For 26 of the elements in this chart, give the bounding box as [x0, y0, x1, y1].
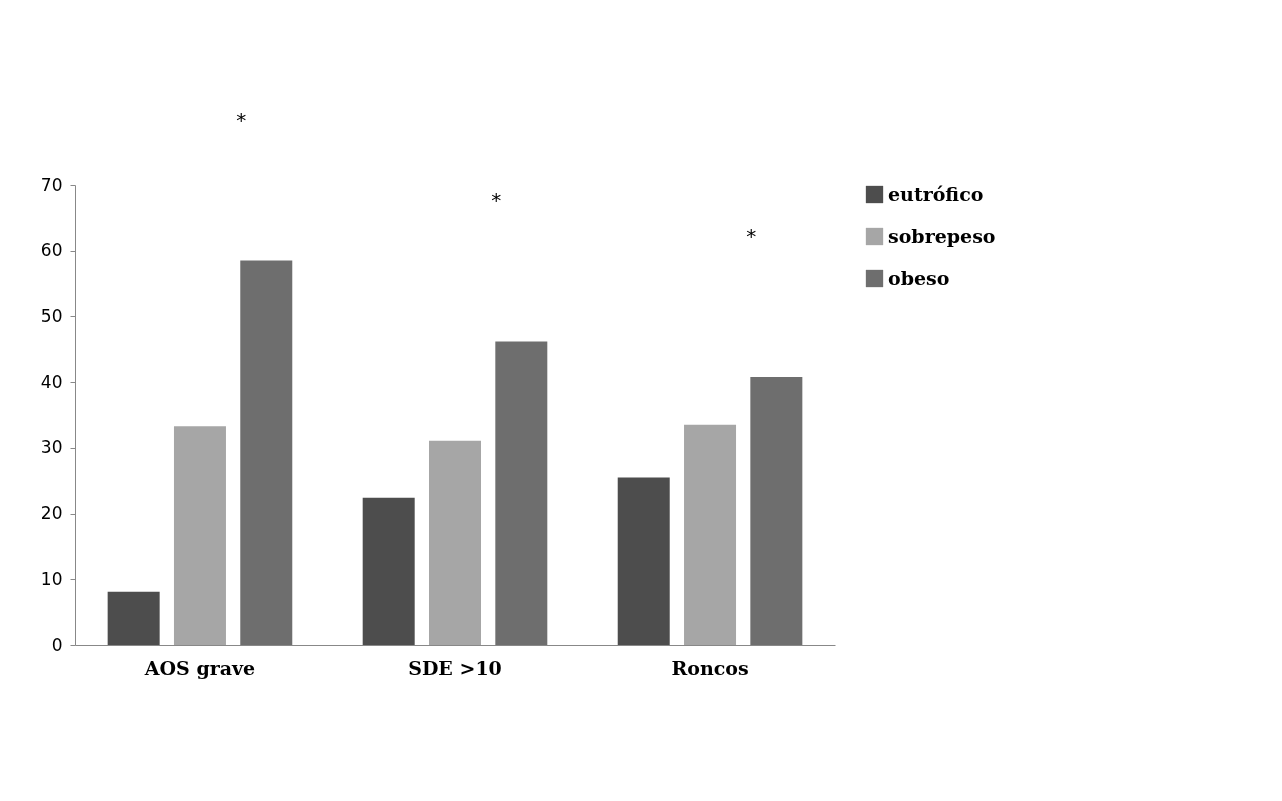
y-tick-label: 50 — [40, 305, 63, 326]
bar — [362, 497, 415, 645]
annotation: * — [491, 188, 502, 213]
legend-label: obeso — [888, 266, 950, 289]
y-tick-label: 0 — [51, 634, 63, 655]
bar — [173, 426, 226, 645]
bar — [617, 477, 670, 645]
bar — [240, 260, 293, 645]
annotation: * — [746, 223, 757, 248]
x-tick-label: SDE >10 — [408, 656, 502, 679]
x-tick-label: AOS grave — [143, 656, 256, 679]
bar — [750, 376, 803, 645]
x-tick-label: Roncos — [671, 656, 749, 679]
y-tick-label: 10 — [40, 568, 63, 589]
bar — [429, 440, 481, 645]
bar — [495, 341, 548, 645]
y-tick-label: 30 — [40, 437, 63, 458]
bar — [684, 424, 737, 645]
bar — [107, 591, 160, 645]
text: * — [236, 107, 247, 132]
legend-label: sobrepeso — [888, 224, 996, 247]
y-tick-label: 20 — [40, 503, 63, 524]
y-tick-label: 40 — [40, 371, 63, 392]
y-tick-label: 70 — [40, 174, 63, 195]
legend-label: eutrófico — [888, 182, 984, 205]
y-tick-label: 60 — [40, 240, 63, 261]
